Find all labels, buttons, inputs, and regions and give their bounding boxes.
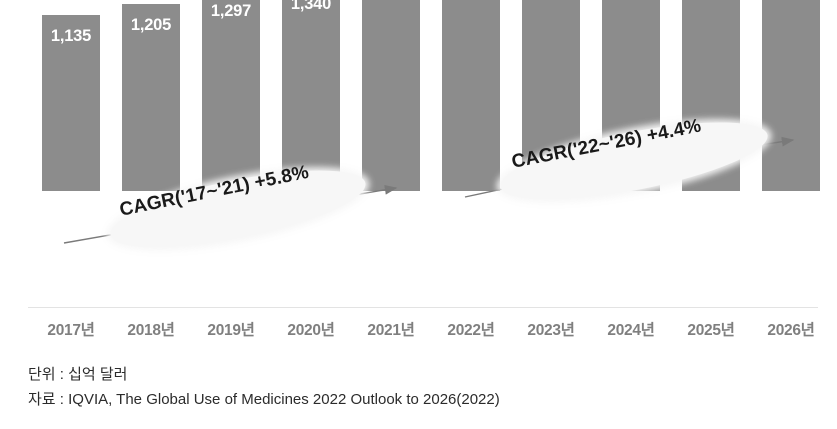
x-tick-2021: 2021년: [367, 322, 415, 339]
bar-2017[interactable]: 1,135: [42, 15, 100, 191]
bar-value-label: 1,340: [290, 0, 332, 14]
unit-note: 단위 : 십억 달러: [28, 366, 128, 383]
x-tick-2019: 2019년: [207, 322, 255, 339]
x-tick-2025: 2025년: [687, 322, 735, 339]
cagr-callout-2022-2026[interactable]: CAGR('22~'26) +4.4%: [494, 106, 798, 216]
x-tick-2017: 2017년: [47, 322, 95, 339]
bar-2019[interactable]: 1,297: [202, 0, 260, 191]
plot-area: 1,135 1,205 1,297 1,340 1,424 1,489 1,55…: [28, 0, 820, 308]
source-note: 자료 : IQVIA, The Global Use of Medicines …: [28, 391, 500, 408]
x-tick-2024: 2024년: [607, 322, 655, 339]
x-axis-line: [28, 307, 818, 308]
x-tick-2022: 2022년: [447, 322, 495, 339]
bar-2018[interactable]: 1,205: [122, 4, 180, 191]
chart-footer: 단위 : 십억 달러 자료 : IQVIA, The Global Use of…: [28, 362, 818, 412]
x-axis-labels: 2017년 2018년 2019년 2020년 2021년 2022년 2023…: [0, 318, 837, 344]
bar-value-label: 1,135: [50, 27, 92, 45]
bar-value-label: 1,205: [130, 16, 172, 35]
x-tick-2026: 2026년: [767, 322, 815, 339]
x-tick-2020: 2020년: [287, 322, 335, 339]
bar-2022[interactable]: 1,489: [442, 0, 500, 191]
bar-2020[interactable]: 1,340: [282, 0, 340, 191]
cagr-callout-2017-2021[interactable]: CAGR('17~'21) +5.8%: [104, 154, 408, 264]
x-tick-2018: 2018년: [127, 322, 175, 339]
x-tick-2023: 2023년: [527, 322, 575, 339]
bar-2026[interactable]: 1,764: [762, 0, 820, 191]
bar-value-label: 1,297: [210, 1, 252, 20]
bar-2021[interactable]: 1,424: [362, 0, 420, 191]
